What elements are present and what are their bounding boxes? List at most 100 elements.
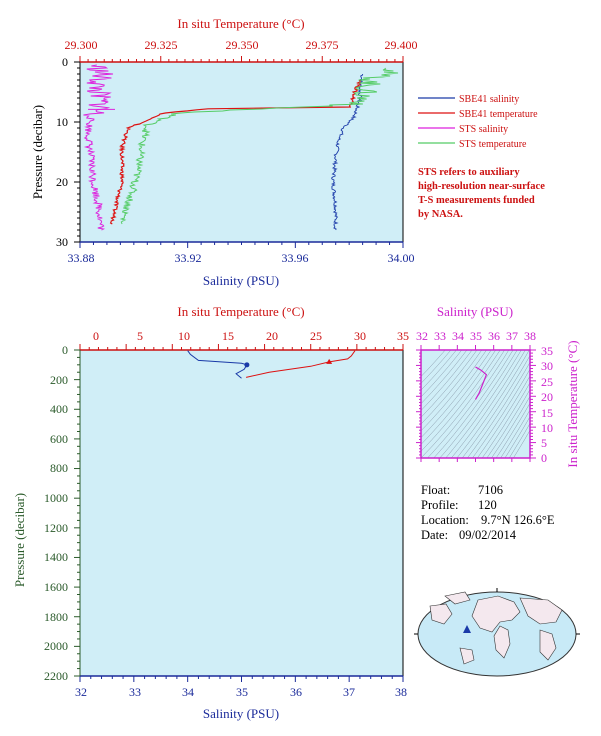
isopycnal-line — [421, 350, 468, 404]
top-chart-temp-title: In situ Temperature (°C) — [177, 16, 304, 31]
map-continent — [519, 597, 563, 625]
ts-temp-tick: 10 — [541, 421, 553, 435]
isopycnal-line — [500, 409, 530, 458]
ts-sal-tick: 33 — [434, 329, 446, 343]
map-continent — [493, 625, 511, 659]
ts-sal-tick: 34 — [452, 329, 464, 343]
bottom-sal-tick: 33 — [129, 685, 141, 699]
bottom-pressure-tick: 2200 — [44, 669, 68, 683]
map-continent — [471, 595, 521, 633]
bottom-chart-ticks — [74, 344, 404, 682]
top-pressure-tick: 30 — [56, 235, 68, 249]
bottom-temp-tick: 15 — [222, 329, 234, 343]
isopycnal-line — [421, 350, 478, 418]
bottom-series-salinity — [187, 350, 248, 379]
map-continent — [459, 647, 475, 665]
top-sal-tick: 33.92 — [175, 251, 202, 265]
top-pressure-tick: 10 — [56, 115, 68, 129]
isopycnal-line — [421, 350, 452, 384]
ts-plot-area — [421, 350, 530, 458]
bottom-temp-tick: 35 — [397, 329, 409, 343]
bottom-pressure-tick: 0 — [62, 343, 68, 357]
date-label: Date: — [421, 528, 448, 542]
bottom-pressure-tick: 1200 — [44, 521, 68, 535]
top-pressure-tick: 0 — [62, 55, 68, 69]
isopycnal-line — [472, 368, 530, 458]
isopycnal-line — [477, 375, 530, 458]
note-line: STS refers to auxiliary — [418, 167, 520, 178]
bottom-chart-temp-title: In situ Temperature (°C) — [177, 304, 304, 319]
bottom-temp-tick: 20 — [266, 329, 278, 343]
ts-inset: Salinity (PSU) 32 33 34 35 36 37 38 35 3… — [416, 304, 580, 468]
legend-label-sts-temperature: STS temperature — [459, 139, 527, 150]
isopycnal-line — [461, 355, 530, 458]
ts-temp-tick: 5 — [541, 436, 547, 450]
top-pressure-tick: 20 — [56, 175, 68, 189]
isopycnal-line — [504, 416, 530, 458]
isopycnal-line — [467, 362, 530, 458]
map-continent — [429, 603, 453, 625]
location-value: 9.7°N 126.6°E — [481, 513, 555, 527]
series-sts-temperature — [119, 67, 399, 225]
isopycnal-line — [421, 350, 496, 445]
top-sal-tick: 34.00 — [388, 251, 415, 265]
top-legend: SBE41 salinity SBE41 temperature STS sal… — [418, 94, 545, 220]
top-plot-area — [79, 61, 404, 243]
note-line: by NASA. — [418, 209, 463, 220]
isopycnal-line — [421, 350, 457, 391]
isopycnal-line — [486, 389, 530, 458]
bottom-pressure-tick: 1400 — [44, 550, 68, 564]
top-temp-tick: 29.400 — [385, 38, 418, 52]
bottom-pressure-tick: 1800 — [44, 610, 68, 624]
bottom-pressure-tick: 200 — [50, 373, 68, 387]
bottom-plot-area — [79, 349, 404, 677]
float-label: Float: — [421, 483, 450, 497]
bottom-pressure-tick: 600 — [50, 432, 68, 446]
top-chart-pressure-title: Pressure (decibar) — [30, 105, 45, 199]
bottom-temp-tick: 30 — [354, 329, 366, 343]
bottom-sal-tick: 34 — [182, 685, 194, 699]
bottom-chart-pressure-title: Pressure (decibar) — [12, 493, 27, 587]
isopycnal-line — [433, 350, 514, 458]
ts-temp-tick: 0 — [541, 451, 547, 465]
world-map — [414, 588, 580, 677]
isopycnal-line — [421, 350, 487, 431]
ts-curve — [474, 366, 488, 400]
isopycnal-line — [451, 350, 526, 458]
float-value: 7106 — [478, 483, 503, 497]
note-line: T-S measurements funded — [418, 195, 535, 206]
ts-sal-tick: 32 — [416, 329, 428, 343]
ts-ticks — [416, 345, 536, 462]
legend-label-sts-salinity: STS salinity — [459, 124, 508, 135]
bottom-pressure-tick: 2000 — [44, 639, 68, 653]
ts-sal-tick: 38 — [524, 329, 536, 343]
top-sal-tick: 33.88 — [68, 251, 95, 265]
bottom-temp-tick: 10 — [178, 329, 190, 343]
isopycnal-line — [495, 402, 530, 458]
isopycnal-line — [456, 350, 530, 458]
bottom-pressure-tick: 800 — [50, 461, 68, 475]
isopycnal-line — [491, 396, 530, 458]
ts-sal-title: Salinity (PSU) — [437, 304, 513, 319]
bottom-pressure-tick: 1600 — [44, 580, 68, 594]
bottom-sal-tick: 32 — [75, 685, 87, 699]
top-chart: In situ Temperature (°C) 29.300 29.325 2… — [30, 16, 418, 288]
salinity-marker — [244, 362, 250, 368]
ts-series — [474, 366, 488, 400]
map-land — [429, 591, 563, 665]
bottom-chart-sal-title: Salinity (PSU) — [203, 706, 279, 721]
profile-label: Profile: — [421, 498, 459, 512]
isopycnal-line — [421, 350, 483, 425]
bottom-temp-tick: 25 — [310, 329, 322, 343]
float-info: Float: 7106 Profile: 120 Location: 9.7°N… — [421, 483, 555, 542]
isopycnal-line — [439, 350, 518, 458]
top-temp-tick: 29.325 — [145, 38, 178, 52]
bottom-chart-series — [187, 350, 356, 379]
top-chart-ticks — [74, 56, 404, 248]
bottom-temp-tick: 5 — [137, 329, 143, 343]
map-continent — [539, 629, 557, 661]
isopycnal-line — [427, 350, 510, 458]
bottom-chart: In situ Temperature (°C) 0 5 10 15 20 25… — [12, 304, 409, 721]
float-location-marker — [463, 625, 471, 633]
ts-temp-tick: 25 — [541, 375, 553, 389]
